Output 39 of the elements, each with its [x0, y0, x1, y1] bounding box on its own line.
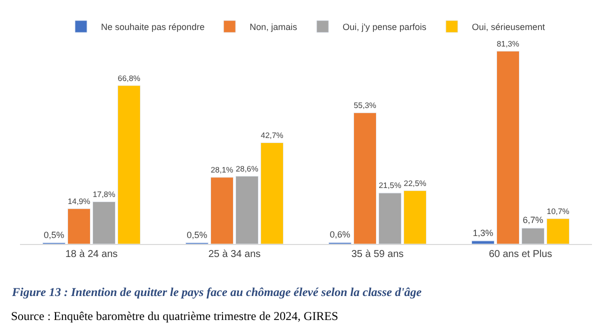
bar: [471, 240, 494, 244]
x-tick-label: 18 à 24 ans: [65, 249, 118, 260]
caption: Figure 13 : Intention de quitter le pays face au chômage élevé selon la classe d'âge: [11, 285, 422, 299]
legend-label: Non, jamais: [250, 22, 298, 32]
bar: [118, 85, 141, 244]
data-label: 0,5%: [186, 230, 208, 240]
x-tick-label: 35 à 59 ans: [351, 249, 404, 260]
legend-label: Oui, sérieusement: [472, 22, 546, 32]
bar: [546, 218, 570, 244]
data-label: 81,3%: [496, 39, 520, 48]
data-label: 10,7%: [546, 206, 570, 216]
bar: [236, 176, 259, 244]
x-tick-label: 25 à 34 ans: [208, 249, 261, 260]
data-label: 22,5%: [404, 178, 426, 188]
bar: [496, 50, 520, 244]
data-label: 66,8%: [118, 74, 140, 83]
data-label: 6,7%: [522, 215, 544, 226]
data-label: 0,6%: [330, 230, 350, 240]
data-label: 21,5%: [378, 181, 402, 190]
source-note: Source : Enquête baromètre du quatrième trimestre de 2024, GIRES: [11, 309, 338, 323]
data-label: 42,7%: [260, 130, 284, 140]
data-label: 28,6%: [236, 164, 258, 174]
bar: [522, 228, 545, 244]
bar: [260, 142, 284, 244]
bar: [67, 208, 90, 244]
bar: [404, 190, 427, 244]
bar: [353, 112, 376, 244]
bar: [210, 177, 234, 244]
legend-label: Oui, j'y pense parfois: [342, 22, 427, 32]
data-label: 17,8%: [92, 190, 116, 200]
data-label: 28,1%: [210, 166, 234, 175]
data-label: 14,9%: [68, 196, 90, 206]
legend-label: Ne souhaite pas répondre: [101, 22, 205, 32]
data-label: 55,3%: [354, 101, 376, 110]
x-tick-label: 60 ans et Plus: [488, 249, 552, 260]
data-label: 1,3%: [472, 228, 494, 238]
data-label: 0,5%: [44, 230, 64, 240]
bar: [92, 202, 116, 244]
bar: [378, 192, 402, 244]
